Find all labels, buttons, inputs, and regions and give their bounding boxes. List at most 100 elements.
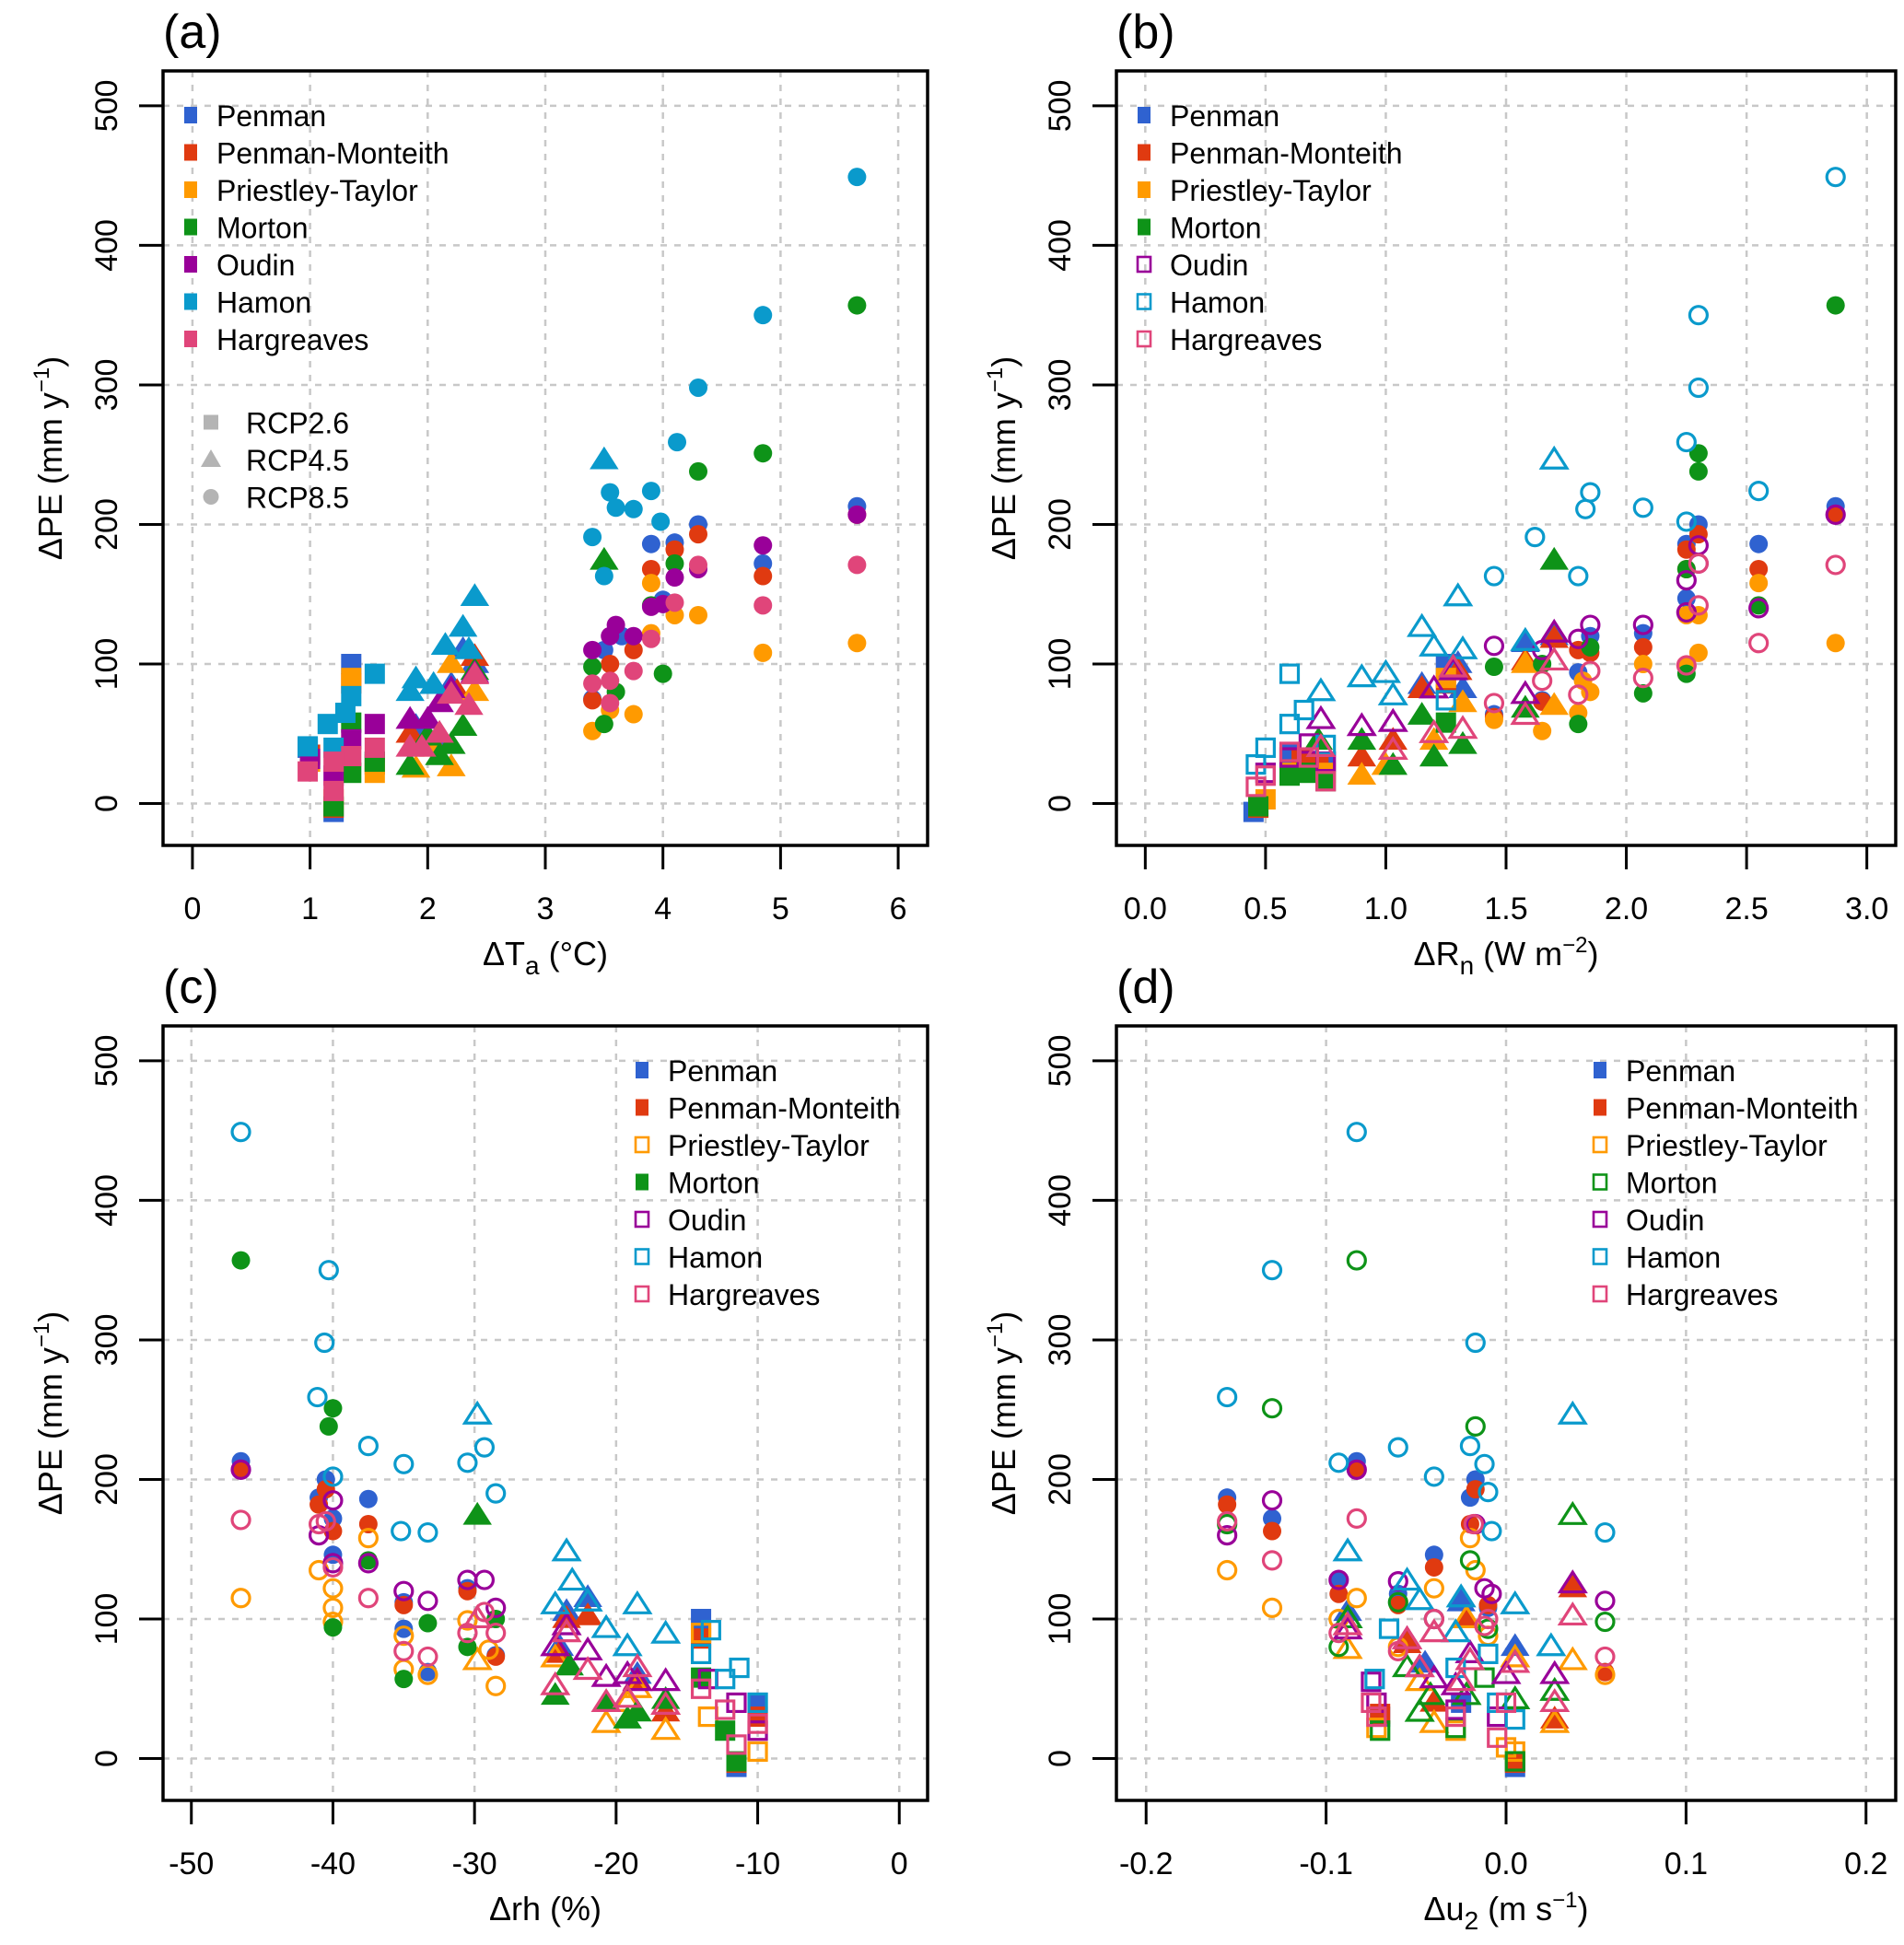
legend-swatch-open — [634, 1136, 650, 1154]
point-hamon-rcp45 — [1404, 1586, 1435, 1611]
point-morton-rcp45 — [1347, 727, 1377, 751]
legend-scenario-label: RCP2.6 — [246, 407, 349, 440]
legend-label: Oudin — [216, 249, 295, 282]
point-priestley-taylor-rcp85 — [1423, 1578, 1444, 1599]
x-tick-label: 2 — [419, 891, 437, 926]
point-oudin-rcp85 — [485, 1597, 507, 1618]
y-axis-title: ΔPE (mm y−1) — [983, 1311, 1022, 1515]
point-oudin-rcp85 — [417, 1590, 438, 1612]
point-oudin-rcp85 — [1217, 1524, 1238, 1546]
y-tick-label: 400 — [89, 1174, 124, 1227]
legend-label: Hamon — [668, 1241, 763, 1275]
point-hamon-rcp26 — [1364, 1669, 1385, 1690]
panel-label: (b) — [1116, 6, 1175, 59]
point-penman-monteith-rcp85 — [1347, 1460, 1366, 1479]
point-hamon-rcp45 — [1510, 626, 1541, 651]
legend-label: Priestley-Taylor — [1170, 174, 1372, 207]
point-hargreaves-rcp45 — [460, 661, 490, 684]
point-morton-rcp85 — [689, 461, 707, 481]
point-hamon-rcp85 — [1483, 565, 1505, 587]
point-hargreaves-rcp26 — [1445, 1706, 1466, 1728]
point-hamon-rcp45 — [1440, 1618, 1471, 1643]
point-morton-rcp85 — [1688, 461, 1708, 481]
point-morton-rcp85 — [231, 1251, 251, 1270]
point-priestley-taylor-rcp85 — [322, 1578, 344, 1599]
point-morton-rcp85 — [1826, 296, 1845, 315]
legend-label: Penman-Monteith — [1626, 1092, 1859, 1125]
point-oudin-rcp85 — [473, 1569, 496, 1590]
point-hargreaves-rcp45 — [590, 1687, 622, 1712]
point-priestley-taylor-rcp85 — [230, 1588, 251, 1609]
point-priestley-taylor-rcp45 — [590, 1708, 622, 1733]
point-oudin-rcp85 — [230, 1459, 251, 1480]
point-morton-rcp26 — [715, 1720, 736, 1741]
point-hamon-rcp85 — [391, 1520, 412, 1542]
point-morton-rcp85 — [583, 658, 602, 677]
point-priestley-taylor-rcp85 — [1581, 682, 1600, 702]
y-axis: 0 100 200 300 400 500 ΔPE (mm y−1) — [983, 80, 1116, 812]
legend-item-penman-monteith: Penman-Monteith — [1594, 1092, 1859, 1125]
point-oudin-rcp45 — [1437, 656, 1469, 681]
y-tick-label: 300 — [1043, 1314, 1078, 1367]
x-axis: 0 1 2 3 4 5 6 ΔTa (°C) — [183, 845, 907, 980]
point-hamon-rcp45 — [590, 446, 619, 470]
point-hargreaves-rcp45 — [1377, 735, 1408, 761]
point-priestley-taylor-rcp85 — [322, 1597, 344, 1618]
gridlines — [163, 71, 928, 845]
point-penman-monteith-rcp45 — [1347, 743, 1377, 767]
point-hargreaves-rcp26 — [323, 751, 345, 773]
point-morton-rcp45 — [1557, 1500, 1588, 1525]
point-hamon-rcp85 — [1632, 497, 1653, 518]
point-priestley-taylor-rcp85 — [1533, 721, 1552, 740]
point-oudin-rcp45 — [1332, 1615, 1363, 1640]
legend-item-priestley-taylor: Priestley-Taylor — [1138, 174, 1372, 207]
legend-label: Penman-Monteith — [1170, 137, 1403, 170]
point-hargreaves-rcp45 — [1445, 1667, 1477, 1692]
y-axis-title-end: ) — [985, 1311, 1022, 1322]
point-hargreaves-rcp45 — [1419, 1618, 1450, 1643]
legend-scenario-rcp26: RCP2.6 — [204, 407, 349, 440]
point-hargreaves-rcp45 — [540, 1671, 571, 1695]
point-hamon-rcp26 — [1435, 690, 1456, 711]
point-hamon-rcp85 — [1478, 1482, 1499, 1503]
point-penman-monteith-rcp45 — [1452, 1605, 1481, 1628]
point-hamon-rcp85 — [689, 378, 707, 397]
legend-swatch-open — [634, 1210, 650, 1229]
point-priestley-taylor-rcp26 — [697, 1706, 718, 1728]
x-axis-title-unit: (°C) — [540, 935, 608, 972]
legend-label: Oudin — [1626, 1204, 1704, 1237]
point-hargreaves-rcp85 — [1217, 1510, 1238, 1532]
legend-swatch — [1138, 218, 1151, 236]
x-tick-label: 0.1 — [1665, 1846, 1708, 1881]
x-tick-label: 0 — [891, 1846, 908, 1881]
legend-swatch — [636, 1099, 648, 1116]
x-tick-label: 1.0 — [1364, 891, 1408, 926]
point-hargreaves-rcp26 — [323, 780, 345, 801]
point-priestley-taylor-rcp85 — [485, 1675, 507, 1696]
y-tick-label: 300 — [89, 359, 124, 412]
point-hargreaves-rcp45 — [650, 1690, 682, 1716]
point-penman-monteith-rcp45 — [573, 1601, 602, 1625]
x-axis: -50 -40 -30 -20 -10 0 Δrh (%) — [169, 1800, 908, 1928]
x-axis: 0.0 0.5 1.0 1.5 2.0 2.5 3.0 ΔRn (W m−2) — [1124, 845, 1888, 980]
point-hargreaves-rcp85 — [1568, 684, 1589, 705]
point-hamon-rcp45 — [1407, 612, 1438, 637]
point-hamon-rcp85 — [1580, 482, 1601, 503]
point-hargreaves-rcp26 — [1315, 771, 1337, 792]
point-hargreaves-rcp85 — [1261, 1550, 1283, 1571]
point-penman-monteith-rcp45 — [1407, 675, 1437, 699]
point-penman-monteith-rcp85 — [231, 1460, 251, 1479]
point-hamon-rcp45 — [572, 1587, 603, 1612]
point-hamon-rcp85 — [1465, 1332, 1486, 1354]
x-axis-title-main: ΔR — [1414, 935, 1460, 972]
legend-swatch-open — [1592, 1210, 1608, 1229]
point-morton-rcp85 — [1594, 1611, 1616, 1633]
point-penman-rcp85 — [1749, 534, 1769, 553]
point-hamon-rcp85 — [1474, 1453, 1495, 1474]
point-hamon-rcp26 — [1279, 714, 1301, 735]
point-hamon-rcp26 — [334, 703, 356, 724]
legend-item-hamon: Hamon — [1592, 1241, 1721, 1275]
point-priestley-taylor-rcp45 — [461, 1646, 493, 1671]
point-morton-rcp45 — [1378, 751, 1408, 775]
point-hargreaves-rcp45 — [1500, 1648, 1531, 1673]
